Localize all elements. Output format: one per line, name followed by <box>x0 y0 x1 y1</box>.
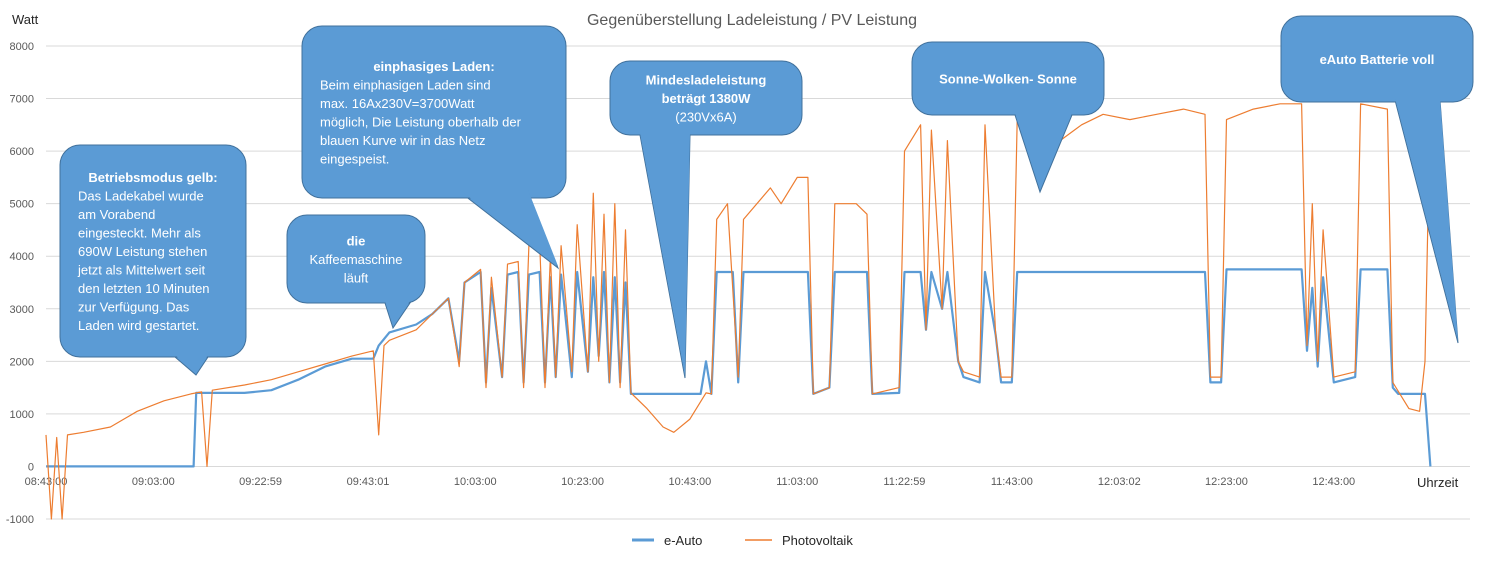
callout-pointer-fill <box>385 301 410 326</box>
callout-line: Kaffeemaschine <box>310 252 403 267</box>
y-tick-labels: -1000 0 1000 2000 3000 4000 5000 6000 7000 8000 <box>6 41 34 526</box>
x-axis-label: Uhrzeit <box>1417 475 1459 490</box>
x-tick-labels: 08:43:00 09:03:00 09:22:59 09:43:01 10:03:00… <box>25 476 1356 488</box>
callout-box <box>286 214 426 304</box>
y-tick-label: 1000 <box>10 409 34 421</box>
callout-heading: Betriebsmodus gelb: <box>88 170 217 185</box>
x-tick-label: 10:23:00 <box>561 476 604 488</box>
callout-voll: eAuto Batterie voll <box>1280 15 1474 344</box>
callout-pointer-fill <box>460 190 558 266</box>
x-tick-label: 08:43:00 <box>25 476 68 488</box>
x-tick-label: 10:03:00 <box>454 476 497 488</box>
y-tick-label: 7000 <box>10 94 34 106</box>
callout-betriebsmodus: Betriebsmodus gelb: Das Ladekabel wurde am… <box>59 144 247 376</box>
callout-heading: die <box>347 234 366 249</box>
callout-line: Das Ladekabel wurde <box>78 189 204 204</box>
callout-mindest: Mindesladeleistung beträgt 1380W (230Vx6A) <box>609 60 803 379</box>
callout-line: eingesteckt. Mehr als <box>78 226 201 241</box>
y-axis-label: Watt <box>12 12 39 27</box>
callouts: Betriebsmodus gelb: Das Ladekabel wurde am… <box>59 15 1474 379</box>
x-tick-label: 11:03:00 <box>776 476 818 488</box>
callout-box <box>609 60 803 136</box>
callout-line: am Vorabend <box>78 207 155 222</box>
legend-label-e-auto: e-Auto <box>664 533 702 548</box>
x-tick-label: 12:43:00 <box>1312 476 1355 488</box>
callout-einphasig: einphasiges Laden: Beim einphasigen Laden… <box>301 25 567 270</box>
callout-kaffee: die Kaffeemaschine läuft <box>286 214 426 330</box>
x-tick-label: 11:22:59 <box>883 476 925 488</box>
y-tick-label: 6000 <box>10 146 34 158</box>
x-tick-label: 09:43:01 <box>347 476 390 488</box>
callout-heading: Mindesladeleistung <box>646 73 767 88</box>
callout-box <box>1280 15 1474 103</box>
x-tick-label: 11:43:00 <box>991 476 1033 488</box>
callout-heading: eAuto Batterie voll <box>1320 52 1435 67</box>
callout-line: läuft <box>344 271 369 286</box>
callout-heading: einphasiges Laden: <box>373 59 494 74</box>
x-tick-label: 09:03:00 <box>132 476 175 488</box>
y-tick-label: -1000 <box>6 514 34 526</box>
y-tick-label: 8000 <box>10 41 34 53</box>
callout-box <box>301 25 567 199</box>
callout-line: jetzt als Mittelwert seit <box>77 263 206 278</box>
callout-line: den letzten 10 Minuten <box>78 281 210 296</box>
series-lines <box>45 98 1432 520</box>
callout-sonne: Sonne-Wolken- Sonne <box>911 41 1105 194</box>
x-tick-label: 10:43:00 <box>668 476 711 488</box>
legend-label-photovoltaik: Photovoltaik <box>782 533 853 548</box>
callout-line: eingespeist. <box>320 151 389 166</box>
callout-pointer-fill <box>640 133 690 376</box>
callout-heading: Sonne-Wolken- Sonne <box>939 72 1077 87</box>
x-tick-label: 12:03:02 <box>1098 476 1141 488</box>
callout-line: max. 16Ax230V=3700Watt <box>320 96 475 111</box>
callout-line: beträgt 1380W <box>662 91 752 106</box>
y-tick-label: 3000 <box>10 304 34 316</box>
callout-line: möglich, Die Leistung oberhalb der <box>320 114 522 129</box>
chart-title: Gegenüberstellung Ladeleistung / PV Leis… <box>587 12 917 29</box>
callout-line: blauen Kurve wir in das Netz <box>320 133 485 148</box>
callout-line: Laden wird gestartet. <box>78 318 199 333</box>
y-tick-label: 0 <box>28 461 34 473</box>
series-line-photovoltaik <box>45 98 1431 520</box>
x-tick-label: 09:22:59 <box>239 476 282 488</box>
callout-box <box>59 144 247 358</box>
y-tick-label: 4000 <box>10 251 34 263</box>
callout-pointer-fill <box>1395 98 1458 341</box>
y-tick-label: 2000 <box>10 356 34 368</box>
legend: e-Auto Photovoltaik <box>632 533 853 548</box>
callout-line: (230Vx6A) <box>675 110 736 125</box>
x-tick-label: 12:23:00 <box>1205 476 1248 488</box>
callout-pointer-fill <box>1015 113 1072 190</box>
callout-line: Beim einphasigen Laden sind <box>320 77 491 92</box>
callout-box <box>911 41 1105 116</box>
callout-line: zur Verfügung. Das <box>78 300 190 315</box>
callout-line: 690W Leistung stehen <box>78 244 207 259</box>
callout-pointer-fill <box>175 355 208 373</box>
y-tick-label: 5000 <box>10 199 34 211</box>
